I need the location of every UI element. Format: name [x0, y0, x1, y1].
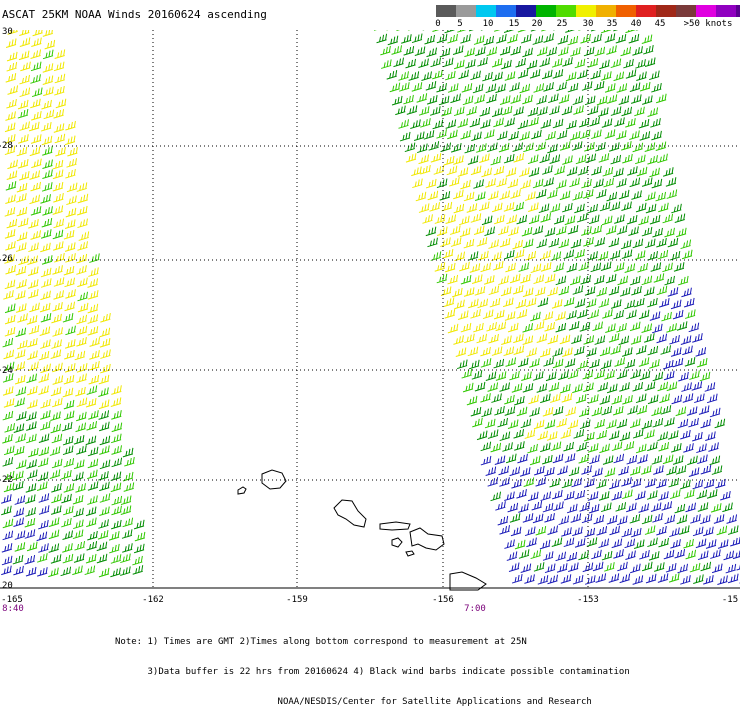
notes: Note: 1) Times are GMT 2)Times along bot…	[115, 617, 630, 717]
legend-label: 15	[509, 19, 520, 29]
lon-label-153: -153	[577, 595, 599, 605]
legend-swatch	[616, 5, 636, 17]
legend-swatch	[696, 5, 716, 17]
legend-swatch	[676, 5, 696, 17]
lon-label-150: -15	[722, 595, 738, 605]
wind-speed-legend: 0 5 10 15 20 25 30 35 40 45 >50 knots	[436, 5, 740, 29]
lon-label-162: -162	[142, 595, 164, 605]
time-label-right-swath: 7:00	[464, 604, 486, 614]
lat-label-26: 26	[2, 254, 13, 264]
note-line-1: Note: 1) Times are GMT 2)Times along bot…	[115, 637, 630, 647]
lat-label-20: 20	[2, 581, 13, 591]
legend-label: 35	[607, 19, 618, 29]
legend-label: 30	[583, 19, 594, 29]
legend-label: 45	[655, 19, 666, 29]
legend-swatch	[556, 5, 576, 17]
note-line-2: 3)Data buffer is 22 hrs from 20160624 4)…	[115, 667, 630, 677]
legend-swatch	[656, 5, 676, 17]
lon-label-156: -156	[432, 595, 454, 605]
wind-map	[0, 30, 740, 592]
legend-swatch	[536, 5, 556, 17]
legend-color-bar	[436, 5, 740, 17]
legend-swatch	[436, 5, 456, 17]
legend-label: 40	[631, 19, 642, 29]
legend-label: 20	[532, 19, 543, 29]
legend-label: 0	[435, 19, 440, 29]
legend-label: 10	[483, 19, 494, 29]
note-line-3: NOAA/NESDIS/Center for Satellite Applica…	[115, 697, 630, 707]
time-label-left-swath: 8:40	[2, 604, 24, 614]
legend-label: 25	[557, 19, 568, 29]
legend-swatch	[476, 5, 496, 17]
legend-label: 5	[457, 19, 462, 29]
legend-swatch	[456, 5, 476, 17]
legend-swatch	[716, 5, 736, 17]
lat-label-28: 28	[2, 141, 13, 151]
legend-swatch	[496, 5, 516, 17]
legend-swatch	[736, 5, 740, 17]
legend-label: >50 knots	[684, 19, 733, 29]
lat-label-24: 24	[2, 366, 13, 376]
lat-label-22: 22	[2, 475, 13, 485]
legend-swatch	[636, 5, 656, 17]
legend-labels: 0 5 10 15 20 25 30 35 40 45 >50 knots	[436, 17, 740, 29]
legend-swatch	[576, 5, 596, 17]
legend-swatch	[596, 5, 616, 17]
lat-label-30: 30	[2, 27, 13, 37]
lon-label-159: -159	[286, 595, 308, 605]
legend-swatch	[516, 5, 536, 17]
map-title: ASCAT 25KM NOAA Winds 20160624 ascending	[2, 8, 267, 21]
